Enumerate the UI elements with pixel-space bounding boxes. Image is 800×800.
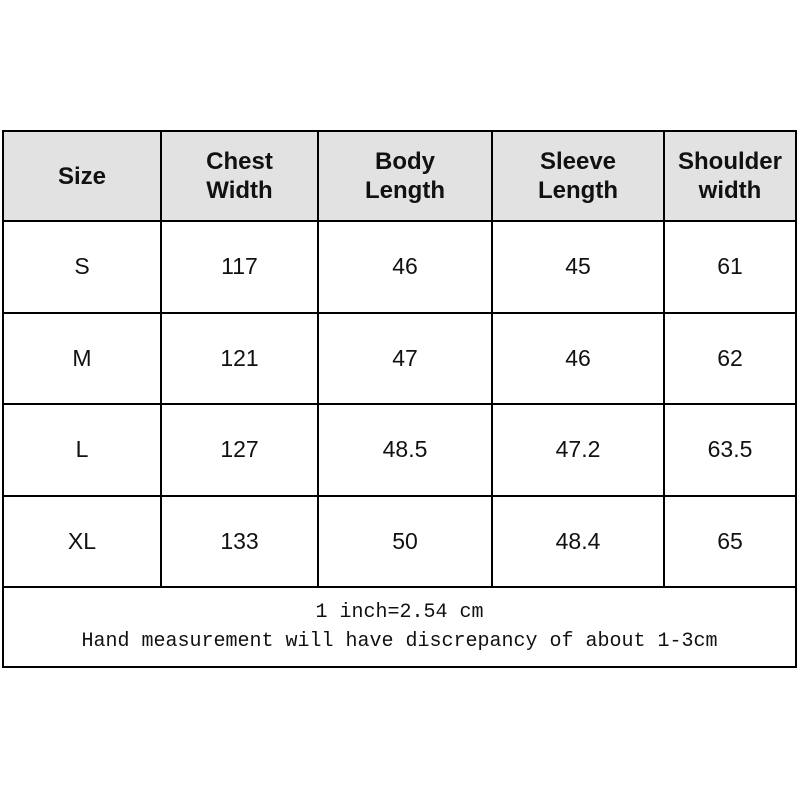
cell-sleeve-length-l: 47.2 bbox=[491, 403, 665, 497]
table-row-m: M 121 47 46 62 bbox=[2, 311, 797, 405]
col-header-chest-width-line2: Width bbox=[206, 177, 273, 204]
size-chart: Size Chest Width Body Length Sleeve Leng… bbox=[2, 130, 797, 668]
table-row-s: S 117 46 45 61 bbox=[2, 220, 797, 314]
col-header-chest-width-line1: Chest bbox=[206, 148, 273, 175]
col-header-size-line1: Size bbox=[57, 162, 107, 190]
col-header-body-length-line2: Length bbox=[365, 177, 445, 204]
col-header-sleeve-length-line2: Length bbox=[538, 177, 618, 204]
col-header-shoulder-width-line2: width bbox=[698, 177, 762, 204]
size-chart-footer: 1 inch=2.54 cm Hand measurement will hav… bbox=[2, 586, 797, 668]
cell-chest-width-m: 121 bbox=[160, 311, 319, 405]
col-header-sleeve-length: Sleeve Length bbox=[491, 130, 665, 222]
cell-sleeve-length-xl: 48.4 bbox=[491, 494, 665, 588]
col-header-size: Size bbox=[2, 130, 162, 222]
cell-size-xl: XL bbox=[2, 494, 162, 588]
cell-sleeve-length-m: 46 bbox=[491, 311, 665, 405]
cell-size-s: S bbox=[2, 220, 162, 314]
col-header-shoulder-width: Shoulder width bbox=[663, 130, 797, 222]
cell-shoulder-width-l: 63.5 bbox=[663, 403, 797, 497]
header-row: Size Chest Width Body Length Sleeve Leng… bbox=[2, 130, 797, 222]
cell-chest-width-l: 127 bbox=[160, 403, 319, 497]
cell-sleeve-length-s: 45 bbox=[491, 220, 665, 314]
cell-size-l: L bbox=[2, 403, 162, 497]
cell-body-length-l: 48.5 bbox=[317, 403, 493, 497]
footer-note-cell: 1 inch=2.54 cm Hand measurement will hav… bbox=[2, 586, 797, 668]
cell-shoulder-width-xl: 65 bbox=[663, 494, 797, 588]
cell-size-m: M bbox=[2, 311, 162, 405]
size-chart-table: Size Chest Width Body Length Sleeve Leng… bbox=[2, 130, 797, 668]
col-header-body-length-line1: Body bbox=[375, 148, 435, 175]
table-row-l: L 127 48.5 47.2 63.5 bbox=[2, 403, 797, 497]
footer-note-line2: Hand measurement will have discrepancy o… bbox=[81, 630, 718, 653]
cell-body-length-m: 47 bbox=[317, 311, 493, 405]
table-row-xl: XL 133 50 48.4 65 bbox=[2, 494, 797, 588]
cell-body-length-xl: 50 bbox=[317, 494, 493, 588]
footer-row: 1 inch=2.54 cm Hand measurement will hav… bbox=[2, 586, 797, 668]
size-chart-header: Size Chest Width Body Length Sleeve Leng… bbox=[2, 130, 797, 222]
footer-note-line1: 1 inch=2.54 cm bbox=[315, 601, 484, 624]
cell-shoulder-width-s: 61 bbox=[663, 220, 797, 314]
col-header-chest-width: Chest Width bbox=[160, 130, 319, 222]
col-header-body-length: Body Length bbox=[317, 130, 493, 222]
cell-shoulder-width-m: 62 bbox=[663, 311, 797, 405]
cell-chest-width-xl: 133 bbox=[160, 494, 319, 588]
cell-chest-width-s: 117 bbox=[160, 220, 319, 314]
col-header-shoulder-width-line1: Shoulder bbox=[677, 148, 782, 175]
col-header-sleeve-length-line1: Sleeve bbox=[539, 148, 617, 175]
cell-body-length-s: 46 bbox=[317, 220, 493, 314]
size-chart-body: S 117 46 45 61 M 121 47 46 62 L 127 48.5… bbox=[2, 220, 797, 588]
